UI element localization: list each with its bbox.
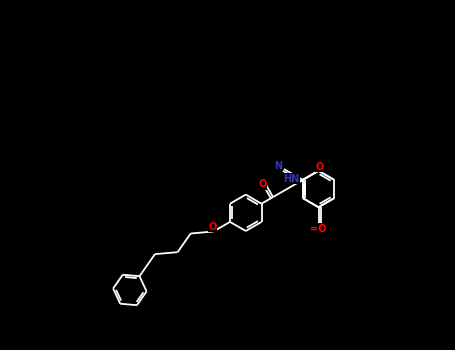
Text: O: O bbox=[315, 162, 324, 172]
Text: N: N bbox=[274, 161, 283, 171]
Text: O: O bbox=[208, 222, 217, 232]
Text: =O: =O bbox=[310, 224, 327, 233]
Text: HN: HN bbox=[283, 174, 300, 184]
Text: O: O bbox=[259, 179, 267, 189]
